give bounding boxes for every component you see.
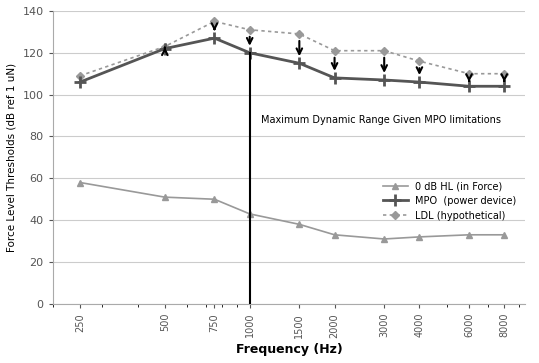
0 dB HL (in Force) <box>416 235 423 239</box>
MPO  (power device) <box>246 50 253 55</box>
MPO  (power device) <box>162 46 168 51</box>
Line: MPO  (power device): MPO (power device) <box>74 33 510 92</box>
LDL (hypothetical) <box>501 72 508 76</box>
LDL (hypothetical) <box>466 72 472 76</box>
Line: LDL (hypothetical): LDL (hypothetical) <box>77 18 507 79</box>
0 dB HL (in Force) <box>381 237 388 241</box>
0 dB HL (in Force) <box>246 212 253 216</box>
MPO  (power device) <box>296 61 302 65</box>
LDL (hypothetical) <box>211 19 218 24</box>
0 dB HL (in Force) <box>77 180 83 185</box>
0 dB HL (in Force) <box>501 233 508 237</box>
X-axis label: Frequency (Hz): Frequency (Hz) <box>236 343 342 356</box>
MPO  (power device) <box>501 84 508 89</box>
LDL (hypothetical) <box>416 59 423 63</box>
LDL (hypothetical) <box>331 49 338 53</box>
LDL (hypothetical) <box>77 74 83 78</box>
0 dB HL (in Force) <box>331 233 338 237</box>
MPO  (power device) <box>466 84 472 89</box>
LDL (hypothetical) <box>162 44 168 49</box>
0 dB HL (in Force) <box>211 197 218 201</box>
MPO  (power device) <box>381 78 388 82</box>
0 dB HL (in Force) <box>296 222 302 227</box>
Text: Maximum Dynamic Range Given MPO limitations: Maximum Dynamic Range Given MPO limitati… <box>261 115 501 125</box>
0 dB HL (in Force) <box>466 233 472 237</box>
MPO  (power device) <box>331 76 338 80</box>
Y-axis label: Force Level Thresholds (dB ref 1 uN): Force Level Thresholds (dB ref 1 uN) <box>7 63 17 252</box>
Legend: 0 dB HL (in Force), MPO  (power device), LDL (hypothetical): 0 dB HL (in Force), MPO (power device), … <box>379 178 521 225</box>
LDL (hypothetical) <box>381 49 388 53</box>
LDL (hypothetical) <box>246 28 253 32</box>
Line: 0 dB HL (in Force): 0 dB HL (in Force) <box>77 179 508 242</box>
MPO  (power device) <box>211 36 218 40</box>
MPO  (power device) <box>77 80 83 84</box>
LDL (hypothetical) <box>296 32 302 36</box>
MPO  (power device) <box>416 80 423 84</box>
0 dB HL (in Force) <box>162 195 168 199</box>
